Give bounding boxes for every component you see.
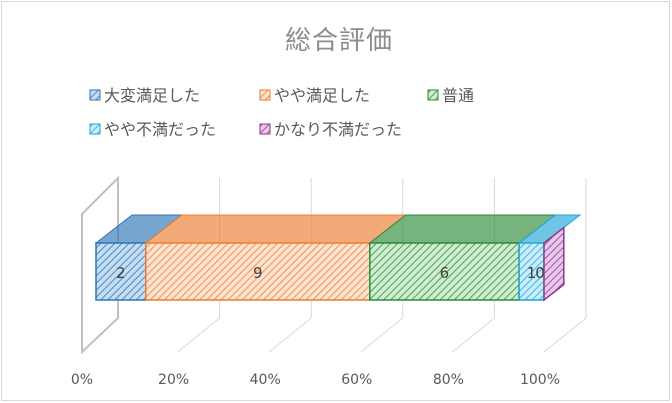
legend-swatch bbox=[89, 89, 101, 101]
bar-end-face bbox=[543, 226, 565, 302]
bar-front-face bbox=[369, 242, 520, 301]
legend-label: 大変満足した bbox=[104, 86, 200, 105]
gridline-floor bbox=[452, 317, 495, 353]
x-tick-label: 100% bbox=[520, 372, 560, 388]
bar-segment-4: 0 bbox=[535, 264, 545, 282]
data-label: 9 bbox=[253, 264, 263, 282]
legend-item-4: かなり不満だった bbox=[259, 120, 402, 139]
gridline-floor bbox=[177, 317, 220, 353]
x-axis-ticks: 0% 20% 40% 60% 80% 100% bbox=[71, 372, 560, 388]
gridline-floor bbox=[268, 317, 312, 353]
x-tick-label: 60% bbox=[341, 372, 372, 388]
chart-title: 総合評価 bbox=[285, 26, 393, 56]
legend-swatch bbox=[89, 123, 101, 135]
legend-label: やや不満だった bbox=[104, 120, 216, 139]
x-tick-label: 80% bbox=[433, 372, 464, 388]
bar-front-face bbox=[145, 242, 371, 301]
floor-panel bbox=[81, 175, 119, 355]
legend-label: やや満足した bbox=[274, 86, 370, 105]
data-label: 1 bbox=[527, 264, 537, 282]
legend-item-3: やや不満だった bbox=[89, 120, 216, 139]
bar-segment-3: 1 bbox=[517, 214, 582, 301]
legend-label: 普通 bbox=[442, 86, 474, 105]
x-tick-label: 0% bbox=[71, 372, 93, 388]
bar-segment-2: 6 bbox=[368, 214, 557, 301]
legend-item-2: 普通 bbox=[427, 86, 474, 105]
legend-swatch bbox=[259, 89, 271, 101]
legend-item-1: やや満足した bbox=[259, 86, 370, 105]
side-wall bbox=[81, 175, 119, 355]
data-label: 6 bbox=[440, 264, 450, 282]
bars: 2 9 6 10 bbox=[94, 214, 582, 302]
legend-item-0: 大変満足した bbox=[89, 86, 200, 105]
gridline-floor bbox=[543, 317, 587, 353]
data-label: 2 bbox=[116, 264, 126, 282]
bar-segment-1: 9 bbox=[144, 214, 408, 301]
legend-swatch bbox=[259, 123, 271, 135]
legend-swatch bbox=[427, 89, 439, 101]
data-label: 0 bbox=[535, 264, 545, 282]
gridline-floor bbox=[360, 317, 404, 353]
legend-label: かなり不満だった bbox=[274, 120, 402, 139]
bar-top-face bbox=[144, 214, 408, 244]
x-tick-label: 20% bbox=[158, 372, 189, 388]
x-tick-label: 40% bbox=[250, 372, 281, 388]
